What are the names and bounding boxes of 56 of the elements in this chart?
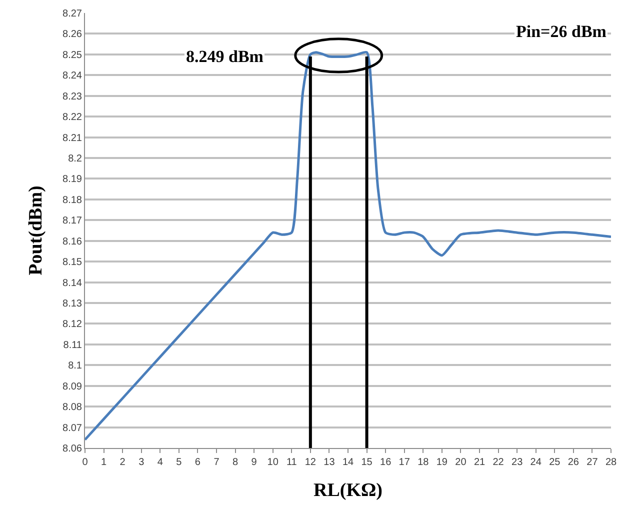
annotation: Pin=26 dBm [516, 22, 606, 41]
y-tick-label: 8.1 [68, 360, 82, 372]
y-tick-label: 8.25 [62, 50, 82, 61]
y-tick-label: 8.26 [62, 29, 82, 40]
y-tick-label: 8.13 [62, 298, 82, 310]
x-tick-label: 9 [251, 457, 258, 468]
x-tick-label: 11 [286, 457, 298, 468]
x-tick-label: 1 [101, 457, 108, 468]
line-series [85, 51, 611, 441]
y-tick-label: 8.21 [62, 132, 82, 144]
y-tick-label: 8.24 [62, 70, 82, 82]
x-tick-label: 6 [194, 457, 201, 468]
x-tick-label: 20 [455, 457, 467, 468]
x-tick-label: 10 [267, 457, 279, 468]
annotation: 8.249 dBm [186, 47, 264, 66]
y-tick-label: 8.14 [62, 278, 82, 289]
x-tick-label: 28 [605, 457, 617, 468]
x-tick-label: 25 [549, 457, 561, 468]
y-axis-title: Pout(dBm) [25, 186, 46, 276]
y-tick-label: 8.15 [62, 257, 82, 268]
x-tick-label: 8 [232, 457, 239, 468]
y-tick-label: 8.17 [62, 216, 82, 227]
y-tick-label: 8.06 [62, 444, 82, 454]
x-tick-label: 7 [214, 457, 220, 468]
y-tick-label: 8.19 [62, 174, 82, 186]
x-tick-label: 4 [157, 457, 164, 468]
x-tick-label: 24 [530, 457, 542, 468]
x-tick-label: 5 [176, 457, 182, 468]
x-tick-label: 19 [436, 457, 448, 468]
y-tick-label: 8.08 [62, 402, 82, 414]
x-tick-label: 18 [418, 457, 430, 468]
x-tick-label: 16 [380, 457, 392, 468]
y-tick-label: 8.12 [62, 319, 82, 330]
y-tick-label: 8.16 [62, 236, 82, 248]
x-tick-label: 15 [361, 457, 373, 468]
y-tick-label: 8.2 [68, 154, 82, 164]
x-tick-label: 0 [82, 457, 88, 468]
x-tick-label: 2 [120, 457, 126, 468]
x-tick-label: 23 [512, 457, 524, 468]
x-tick-label: 3 [138, 457, 145, 468]
x-tick-label: 26 [568, 457, 580, 468]
x-axis-title: RL(KΩ) [313, 480, 383, 501]
x-tick-label: 27 [586, 457, 598, 468]
x-tick-label: 12 [304, 457, 316, 468]
x-tick-label: 22 [492, 457, 504, 468]
y-tick-label: 8.22 [62, 112, 82, 124]
y-tick-label: 8.07 [62, 422, 82, 434]
y-tick-label: 8.09 [62, 381, 82, 392]
y-tick-label: 8.27 [62, 8, 82, 20]
x-tick-label: 14 [342, 457, 354, 468]
y-tick-label: 8.18 [62, 194, 82, 206]
x-tick-label: 21 [474, 457, 486, 468]
y-tick-label: 8.11 [63, 340, 82, 351]
y-tick-label: 8.23 [62, 91, 82, 102]
x-tick-label: 17 [398, 457, 410, 468]
x-tick-label: 13 [324, 457, 336, 468]
